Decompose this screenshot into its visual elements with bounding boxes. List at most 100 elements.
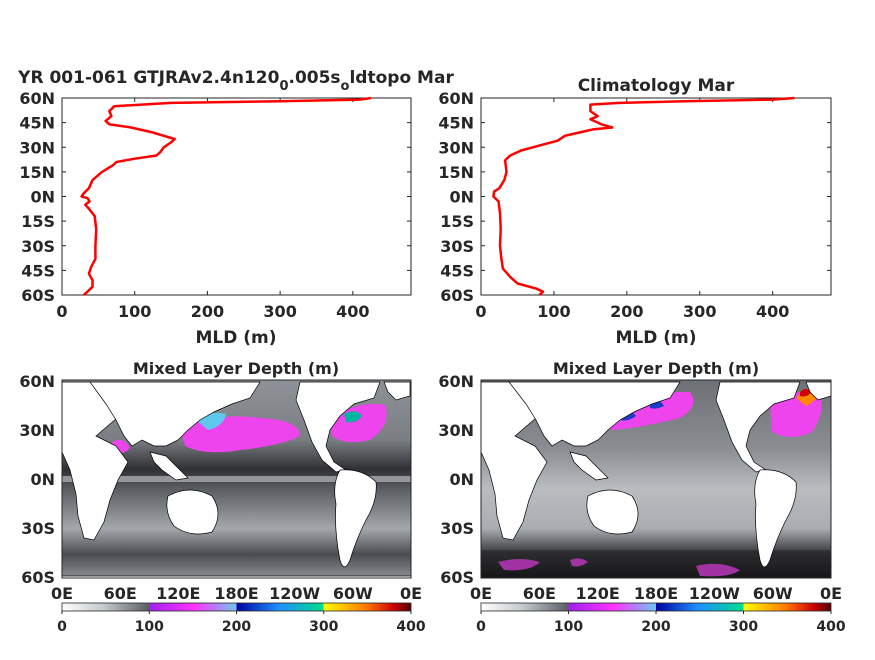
ytick-label: 45N	[19, 114, 55, 133]
xtick-label: 60W	[333, 584, 373, 603]
ytick-label: 45S	[440, 261, 474, 280]
land-southeast-asia	[569, 451, 609, 481]
ytick-label: 60N	[19, 372, 55, 391]
land-south-america	[754, 469, 797, 568]
map-right	[481, 380, 831, 578]
xtick-label: 300	[263, 302, 296, 321]
profile-left-xlabel: MLD (m)	[195, 328, 276, 348]
ytick-label: 30S	[21, 237, 55, 256]
colorbar-tick-label: 300	[729, 619, 758, 635]
xtick-label: 300	[683, 302, 716, 321]
ytick-label: 15S	[21, 212, 55, 231]
land-australia	[586, 489, 639, 535]
map-right-title: Mixed Layer Depth (m)	[553, 359, 759, 378]
colorbar-tick-label: 400	[816, 619, 845, 635]
xtick-label: 120E	[156, 584, 200, 603]
ytick-label: 60S	[21, 568, 55, 587]
map-left	[62, 380, 411, 578]
xtick-label: 0E	[51, 584, 73, 603]
map-right-xticks: 0E 60E 120E 180E 120W 60W 0E	[470, 584, 842, 603]
map-left-title: Mixed Layer Depth (m)	[133, 359, 339, 378]
ytick-label: 15S	[440, 212, 474, 231]
xtick-label: 100	[118, 302, 151, 321]
mld-profile-line	[492, 96, 795, 296]
xtick-label: 120E	[576, 584, 620, 603]
ytick-label: 60S	[21, 286, 55, 305]
map-left-yticks: 60N 30N 0N 30S 60S	[19, 372, 55, 587]
xtick-label: 60E	[523, 584, 556, 603]
xtick-label: 180E	[634, 584, 678, 603]
ytick-label: 30N	[19, 421, 55, 440]
xtick-label: 0	[56, 302, 67, 321]
colorbar-right-ticks: 0 100 200 300 400	[476, 611, 846, 635]
ytick-label: 15N	[438, 163, 474, 182]
profile-left-axes: 0 100 200 300 400 60N 45N 30N 15N 0N 15S 30S 45S 60S	[19, 89, 412, 321]
xtick-label: 0E	[820, 584, 842, 603]
land	[481, 381, 831, 568]
profile-left-title: YR 001-061 GTJRAv2.4n1200.005soldtopo Ma…	[17, 68, 454, 94]
xtick-label: 0	[475, 302, 486, 321]
ytick-label: 30S	[440, 237, 474, 256]
xtick-label: 0E	[470, 584, 492, 603]
ytick-label: 0N	[449, 470, 474, 489]
colorbar-tick-label: 0	[57, 619, 67, 635]
ytick-label: 0N	[30, 188, 55, 207]
map-right-yticks: 60N 30N 0N 30S 60S	[438, 372, 474, 587]
ytick-label: 45S	[21, 261, 55, 280]
profile-right-axes: 0 100 200 300 400 60N 45N 30N 15N 0N 15S 30S 45S 60S	[438, 89, 832, 321]
ytick-label: 45N	[438, 114, 474, 133]
colorbar-tick-label: 200	[222, 619, 251, 635]
mld-high-north-pacific-spots	[620, 400, 664, 421]
land-south-america	[334, 469, 377, 568]
map-right-frame	[480, 379, 832, 579]
xtick-label: 0E	[400, 584, 422, 603]
colorbar-right	[480, 602, 832, 612]
axes-box	[480, 97, 832, 296]
mld-high-north-atlantic-core	[344, 411, 362, 423]
colorbar-tick-label: 0	[476, 619, 486, 635]
ytick-label: 60N	[438, 89, 474, 108]
land-north-america	[715, 381, 801, 473]
colorbar-left-ticks: 0 100 200 300 400	[57, 611, 426, 635]
ytick-label: 0N	[30, 470, 55, 489]
ytick-label: 60S	[440, 286, 474, 305]
land-asia	[508, 381, 681, 447]
ytick-label: 0N	[449, 188, 474, 207]
ytick-label: 30S	[21, 519, 55, 538]
colorbar-left	[61, 602, 412, 612]
xtick-label: 200	[191, 302, 224, 321]
mld-profile-line	[80, 96, 372, 296]
colorbar-tick-label: 300	[309, 619, 338, 635]
ytick-label: 30N	[438, 138, 474, 157]
land-north-america	[295, 381, 381, 473]
colorbar-tick-label: 100	[135, 619, 164, 635]
ytick-label: 30N	[19, 138, 55, 157]
map-left-frame	[61, 379, 412, 579]
land-greenland	[805, 381, 831, 401]
map-left-xticks: 0E 60E 120E 180E 120W 60W 0E	[51, 584, 422, 603]
mld-southern-ocean-patches	[498, 558, 740, 577]
xtick-label: 100	[537, 302, 570, 321]
xtick-label: 60W	[753, 584, 793, 603]
axes-box	[61, 97, 412, 296]
ytick-label: 60S	[440, 568, 474, 587]
colorbar-tick-label: 200	[641, 619, 670, 635]
ytick-label: 30N	[438, 421, 474, 440]
southern-ocean-deep	[481, 550, 831, 578]
xtick-label: 120W	[269, 584, 320, 603]
xtick-label: 180E	[214, 584, 258, 603]
xtick-label: 200	[610, 302, 643, 321]
xtick-label: 400	[336, 302, 369, 321]
profile-right-xlabel: MLD (m)	[615, 328, 696, 348]
mld-high-north-atlantic	[330, 404, 387, 443]
ytick-label: 15N	[19, 163, 55, 182]
mld-high-labrador	[800, 389, 812, 397]
land	[62, 381, 411, 578]
xtick-label: 400	[756, 302, 789, 321]
land-greenland	[383, 381, 411, 401]
land-australia	[166, 489, 219, 535]
xtick-label: 120W	[689, 584, 740, 603]
ytick-label: 60N	[19, 89, 55, 108]
ytick-label: 60N	[438, 372, 474, 391]
